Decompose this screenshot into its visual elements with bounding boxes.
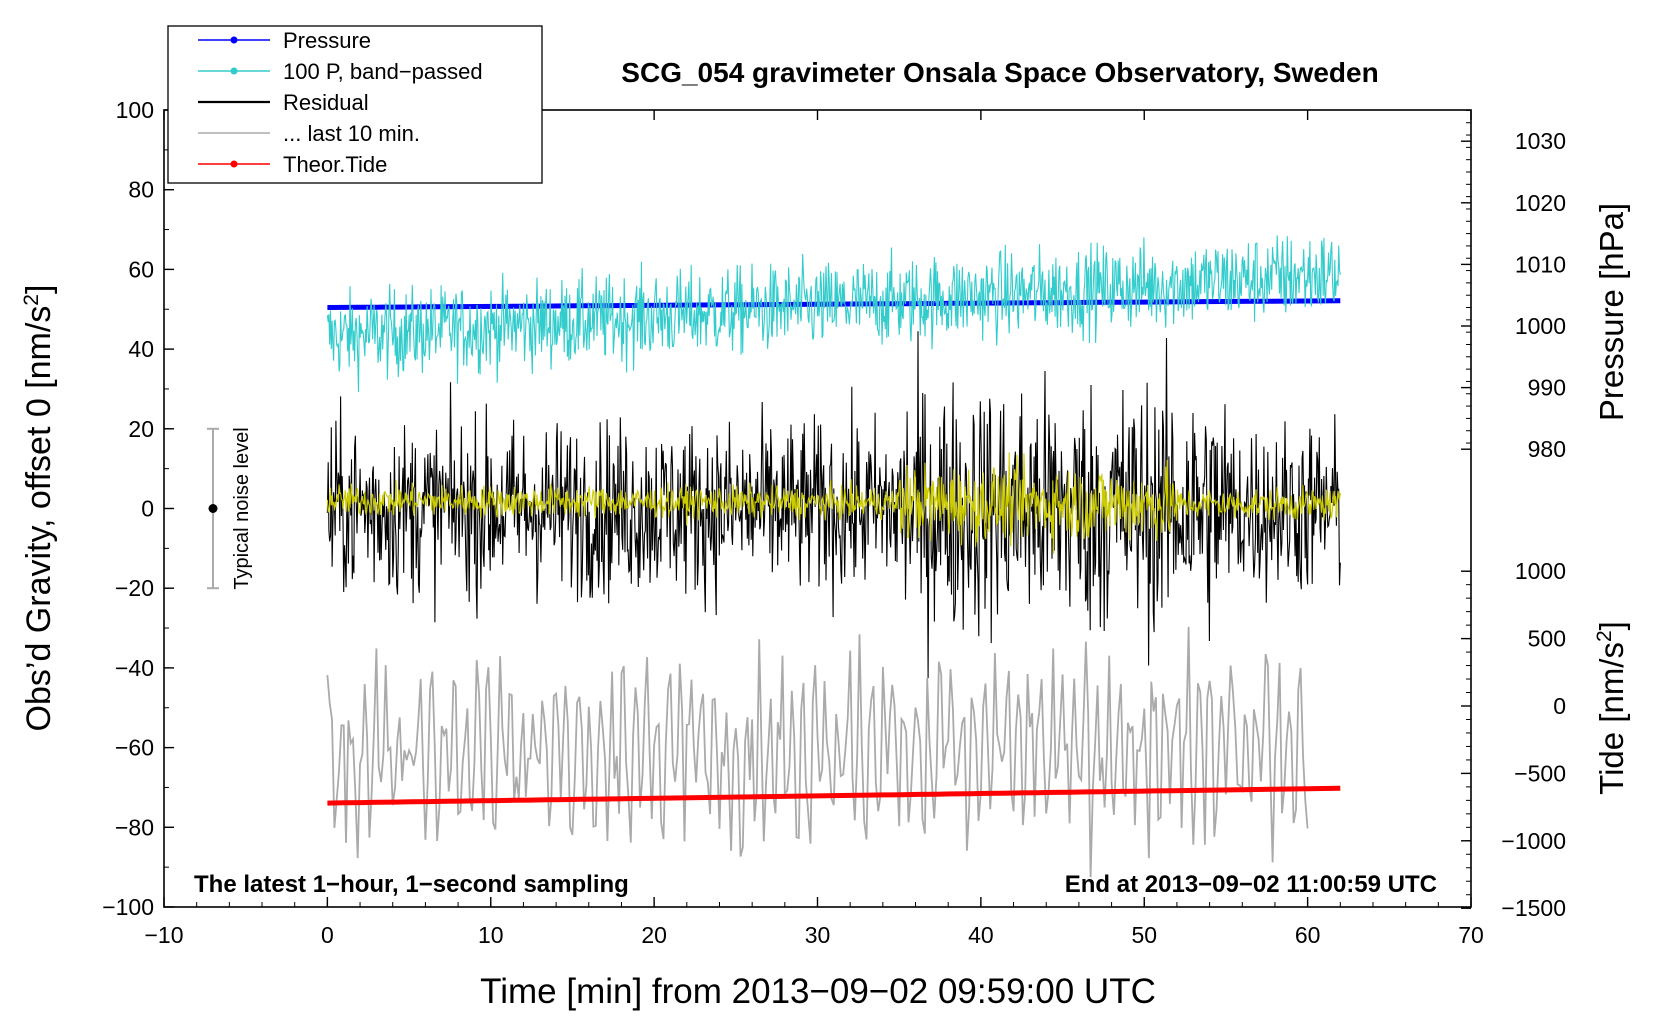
series-2	[326, 331, 1341, 679]
legend-entries: Pressure 100 P, band−passed Residual ... la…	[198, 28, 483, 177]
x-tick-label: 70	[1458, 922, 1484, 948]
annotation-bottom-right: End at 2013−09−02 11:00:59 UTC	[1065, 871, 1437, 898]
legend-marker	[230, 36, 238, 44]
legend-label: Residual	[283, 90, 369, 115]
y-tick-label: 80	[128, 177, 154, 203]
series-3	[326, 452, 1341, 554]
pressure-tick-label: 990	[1528, 375, 1566, 401]
series-0	[327, 298, 1341, 310]
series-1	[326, 235, 1341, 393]
y-tick-label: −20	[115, 575, 154, 601]
x-tick-label: −10	[144, 922, 183, 948]
chart-title: SCG_054 gravimeter Onsala Space Observat…	[621, 57, 1378, 88]
noise-label: Typical noise level	[231, 427, 253, 589]
annotation-bottom-left: The latest 1−hour, 1−second sampling	[194, 871, 629, 898]
x-tick-label: 30	[805, 922, 831, 948]
y-tick-label: −80	[115, 814, 154, 840]
tide-tick-label: −1500	[1501, 895, 1566, 921]
tide-axis-label: Tide [nm/s2]	[1593, 621, 1630, 795]
pressure-axis-label: Pressure [hPa]	[1593, 203, 1630, 421]
noise-marker: Typical noise level	[207, 427, 253, 590]
legend-label: Pressure	[283, 28, 371, 53]
tide-tick-label: 500	[1528, 626, 1566, 652]
y-tick-label: 100	[116, 97, 154, 123]
series-5	[327, 785, 1341, 806]
x-tick-label: 0	[321, 922, 334, 948]
x-tick-label: 10	[478, 922, 504, 948]
y-tick-label: −100	[102, 894, 154, 920]
legend-label: ... last 10 min.	[283, 121, 420, 146]
legend: Pressure 100 P, band−passed Residual ... la…	[167, 25, 543, 184]
y-tick-label: 20	[128, 416, 154, 442]
y-tick-label: −40	[115, 655, 154, 681]
legend-marker	[230, 160, 238, 168]
y-tick-label: −60	[115, 735, 154, 761]
pressure-tick-label: 980	[1528, 436, 1566, 462]
x-tick-label: 40	[968, 922, 994, 948]
x-tick-label: 20	[641, 922, 667, 948]
y-tick-label: 60	[128, 256, 154, 282]
y-axis-label: Obs’d Gravity, offset 0 [nm/s2]	[20, 285, 58, 732]
y-tick-label: 0	[141, 496, 154, 522]
x-axis-label: Time [min] from 2013−09−02 09:59:00 UTC	[480, 972, 1156, 1011]
legend-box	[167, 25, 543, 184]
pressure-tick-label: 1010	[1515, 251, 1566, 277]
tide-tick-label: 1000	[1515, 558, 1566, 584]
noise-dot	[208, 504, 218, 513]
pressure-tick-label: 1030	[1515, 128, 1566, 154]
tide-tick-label: −500	[1514, 760, 1566, 786]
pressure-tick-label: 1020	[1515, 190, 1566, 216]
series-4	[326, 626, 1309, 878]
tide-tick-label: 0	[1553, 693, 1566, 719]
ticks-layer: −10 0 10 20 30 40 50 60 70100806040200−20−40−60−…	[102, 97, 1566, 948]
x-tick-label: 60	[1295, 922, 1321, 948]
series-layer	[326, 235, 1341, 878]
legend-marker	[230, 67, 238, 75]
pressure-tick-label: 1000	[1515, 313, 1566, 339]
legend-label: Theor.Tide	[283, 152, 387, 177]
y-tick-label: 40	[128, 336, 154, 362]
legend-label: 100 P, band−passed	[283, 59, 483, 84]
tide-tick-label: −1000	[1501, 828, 1566, 854]
x-tick-label: 50	[1131, 922, 1157, 948]
